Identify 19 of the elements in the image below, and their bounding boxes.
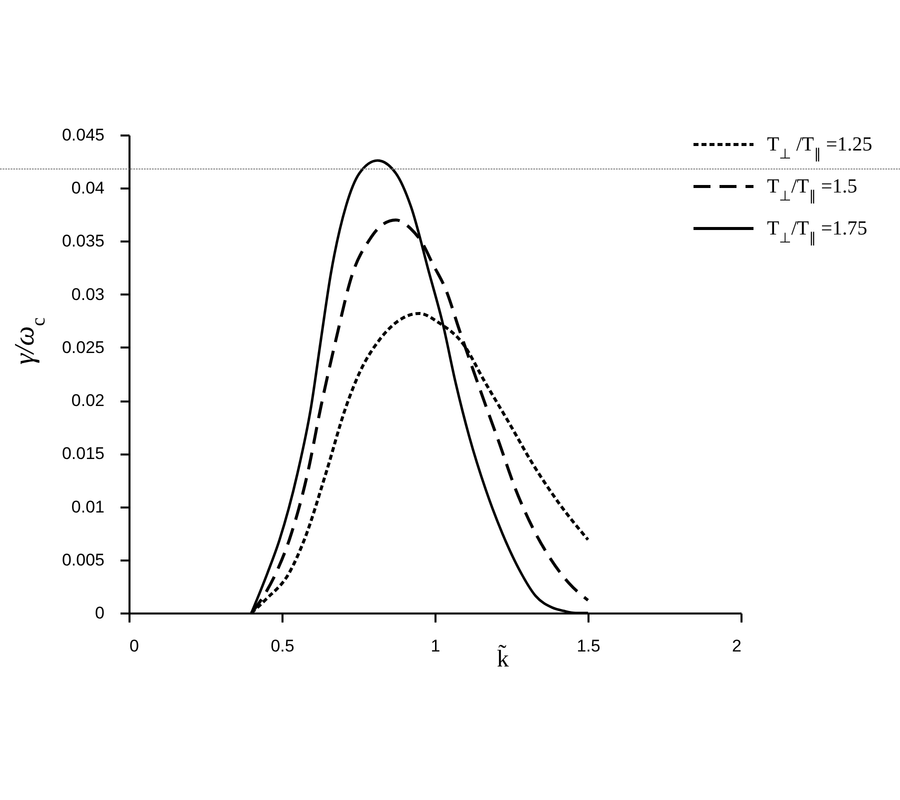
y-tick-label: 0.035 xyxy=(62,232,104,251)
legend-label: T$_{⊥}$/T$_{∥}$ =1.5 xyxy=(767,176,858,204)
legend-label: T$_{⊥}$ /T$_{∥}$ =1.25 xyxy=(767,134,872,162)
y-tick-label: 0 xyxy=(95,604,104,622)
x-tick-label: 2 xyxy=(732,636,742,656)
x-tick-label: 0 xyxy=(130,636,139,656)
y-tick-label: 0.04 xyxy=(71,178,104,198)
y-tick-label: 0.045 xyxy=(62,126,104,144)
x-axis-title: k̃ xyxy=(496,644,509,672)
y-tick-label: 0.015 xyxy=(62,444,104,464)
y-tick-label: 0.03 xyxy=(71,284,104,304)
legend-label: T$_{⊥}$/T$_{∥}$ =1.75 xyxy=(767,218,868,246)
x-tick-label: 1 xyxy=(430,636,440,656)
x-tick-label: 0.5 xyxy=(270,636,294,656)
x-tick-label: 1.5 xyxy=(576,636,600,656)
y-tick-label: 0.01 xyxy=(71,497,104,516)
y-tick-label: 0.025 xyxy=(62,338,104,357)
y-tick-label: 0.005 xyxy=(62,550,104,570)
y-tick-label: 0.02 xyxy=(71,391,104,410)
